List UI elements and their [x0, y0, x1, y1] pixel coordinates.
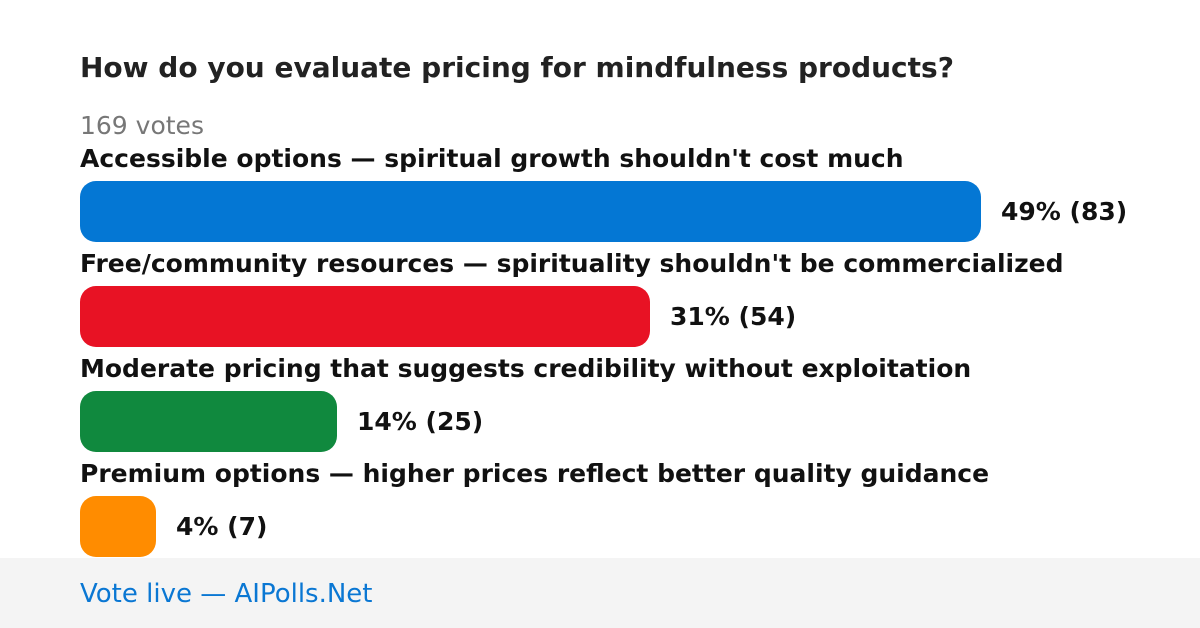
option-label: Accessible options — spiritual growth sh…: [80, 144, 904, 173]
option-label: Moderate pricing that suggests credibili…: [80, 354, 972, 383]
vote-count: 169 votes: [80, 111, 204, 140]
option-label: Free/community resources — spirituality …: [80, 249, 1064, 278]
option-bar: [80, 181, 981, 242]
footer-bar: Vote live — AIPolls.Net: [0, 558, 1200, 628]
option-value: 31% (54): [670, 302, 797, 331]
option-value: 4% (7): [176, 512, 268, 541]
poll-question: How do you evaluate pricing for mindfuln…: [80, 51, 954, 84]
option-bar: [80, 496, 156, 557]
option-bar: [80, 391, 337, 452]
option-value: 49% (83): [1001, 197, 1128, 226]
option-value: 14% (25): [357, 407, 484, 436]
option-label: Premium options — higher prices reflect …: [80, 459, 990, 488]
option-bar: [80, 286, 650, 347]
vote-live-link[interactable]: Vote live — AIPolls.Net: [80, 579, 373, 609]
